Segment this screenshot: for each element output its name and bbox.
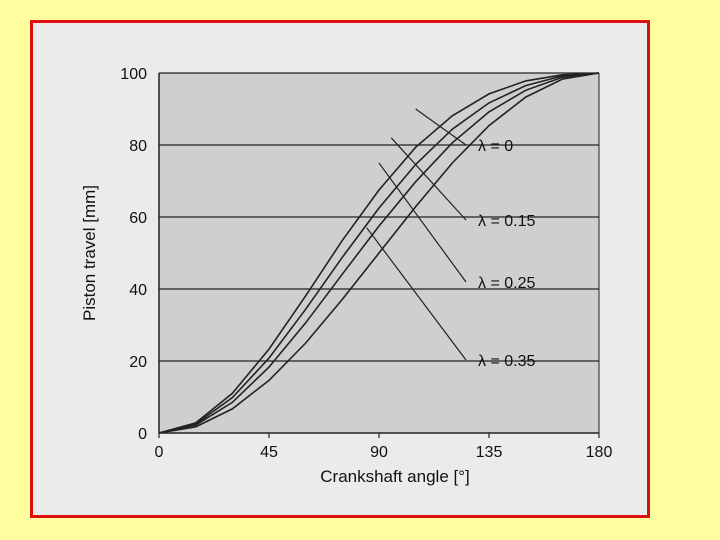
x-tick-label: 0 <box>155 444 164 461</box>
series-label-1: λ = 0.15 <box>478 213 535 230</box>
x-tick-label: 180 <box>586 444 613 461</box>
chart-frame: 0 20 40 60 80 100 0 45 90 135 180 Crankshaft angle… <box>30 20 650 518</box>
y-tick-label: 20 <box>129 354 147 371</box>
y-tick-label: 40 <box>129 282 147 299</box>
ticks: 0 20 40 60 80 100 0 45 90 135 180 <box>120 66 612 461</box>
series-line-3 <box>158 72 600 434</box>
x-tick-label: 135 <box>476 444 503 461</box>
x-tick-label: 45 <box>260 444 278 461</box>
series-line-0 <box>158 72 600 434</box>
y-tick-label: 0 <box>138 426 147 443</box>
x-axis-label: Crankshaft angle [°] <box>320 467 470 486</box>
series-group <box>158 72 600 434</box>
series-line-1 <box>158 72 600 434</box>
series-label-2: λ = 0.25 <box>478 275 535 292</box>
label-leader-3 <box>366 227 467 361</box>
label-leader-1 <box>390 137 467 221</box>
label-leader-2 <box>378 162 467 283</box>
chart-svg: 0 20 40 60 80 100 0 45 90 135 180 Crankshaft angle… <box>80 66 612 486</box>
series-labels: λ = 0 λ = 0.15 λ = 0.25 λ = 0.35 <box>366 108 535 370</box>
y-tick-label: 60 <box>129 210 147 227</box>
label-leader-0 <box>415 108 467 146</box>
y-tick-label: 100 <box>120 66 147 83</box>
x-tick-label: 90 <box>370 444 388 461</box>
series-label-3: λ = 0.35 <box>478 353 535 370</box>
y-axis-label: Piston travel [mm] <box>80 185 99 321</box>
y-tick-label: 80 <box>129 138 147 155</box>
series-label-0: λ = 0 <box>478 138 513 155</box>
series-line-2 <box>158 72 600 434</box>
grid <box>159 72 599 362</box>
